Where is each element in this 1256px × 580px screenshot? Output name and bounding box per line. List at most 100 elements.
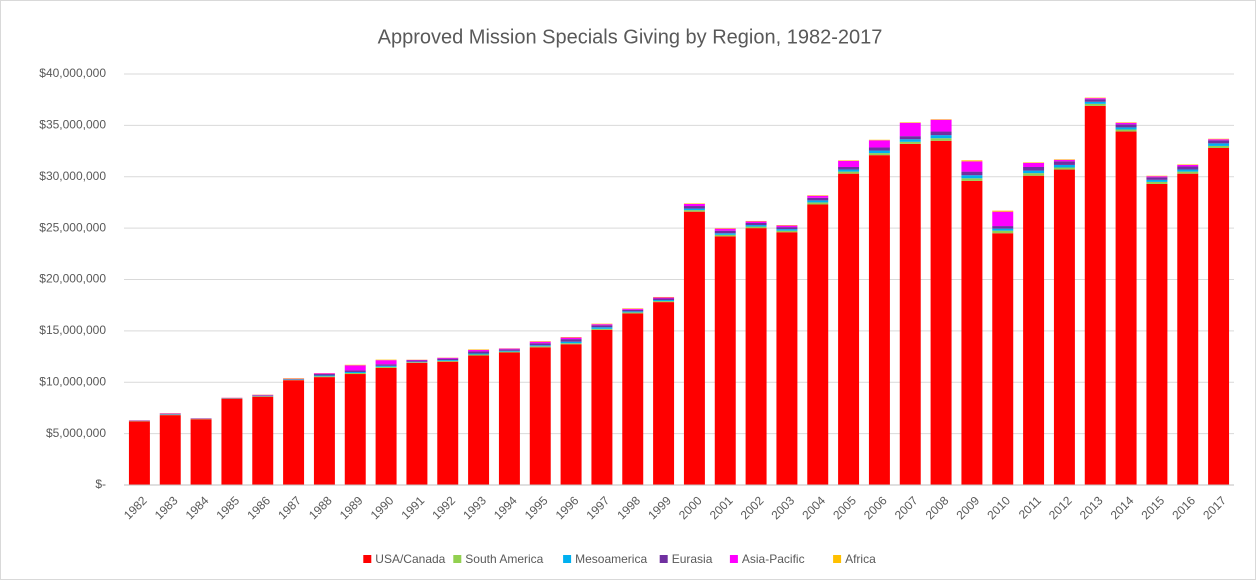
bar-segment — [1177, 173, 1199, 486]
bar-segment — [745, 228, 767, 485]
y-tick-label: $5,000,000 — [46, 426, 106, 440]
bar-segment — [221, 398, 243, 485]
bar-segment — [622, 309, 644, 312]
bar-segment — [313, 377, 335, 485]
bar-segment — [591, 324, 613, 326]
bar-segment — [683, 210, 705, 212]
bar-segment — [868, 140, 890, 148]
bar-segment — [313, 375, 335, 377]
bar-segment — [283, 378, 305, 379]
bar-segment — [375, 367, 397, 485]
bar-segment — [899, 139, 921, 142]
bar-segment — [406, 360, 428, 362]
bar-segment — [1023, 162, 1045, 163]
bar-segment — [1053, 164, 1075, 168]
bar-segment — [344, 374, 366, 485]
bar-segment — [1115, 131, 1137, 486]
bar-segment — [560, 341, 582, 344]
bar-segment — [529, 343, 551, 346]
bar-segment — [1023, 166, 1045, 171]
bar-segment — [868, 153, 890, 156]
bar-segment — [1115, 124, 1137, 128]
bar-segment — [899, 141, 921, 144]
bar-segment — [838, 160, 860, 161]
bar-segment — [714, 228, 736, 231]
bar-segment — [406, 359, 428, 361]
bar-segment — [529, 341, 551, 344]
bar-segment — [529, 346, 551, 348]
chart-title: Approved Mission Specials Giving by Regi… — [378, 26, 883, 48]
bar-segment — [375, 360, 397, 365]
bar-segment — [1053, 159, 1075, 162]
bar-segment — [498, 352, 520, 485]
bar-segment — [375, 365, 397, 367]
bar-segment — [961, 178, 983, 181]
bar-segment — [560, 337, 582, 340]
bar-segment — [375, 366, 397, 368]
bar-segment — [1208, 147, 1230, 486]
bar-segment — [468, 349, 490, 352]
bar-segment — [1084, 101, 1106, 104]
y-tick-label: $15,000,000 — [39, 323, 106, 337]
bar-segment — [190, 419, 212, 485]
bar-segment — [591, 329, 613, 485]
bar-segment — [868, 150, 890, 154]
bar-segment — [899, 143, 921, 485]
bar-segment — [961, 180, 983, 486]
bar-segment — [1115, 122, 1137, 125]
bar-segment — [714, 228, 736, 229]
legend-swatch — [659, 555, 668, 563]
legend-swatch — [563, 555, 572, 563]
bar-segment — [868, 147, 890, 151]
bar-segment — [591, 327, 613, 329]
bar-segment — [807, 202, 829, 205]
bar-segment — [1023, 170, 1045, 174]
bar-segment — [992, 210, 1014, 212]
bar-segment — [622, 308, 644, 310]
bar-segment — [745, 225, 767, 227]
bar-segment — [437, 357, 459, 359]
bar-segment — [807, 195, 829, 198]
bar-segment — [529, 341, 551, 342]
legend-label: Mesoamerica — [575, 552, 647, 566]
bar-segment — [1084, 105, 1106, 485]
bar-segment — [622, 311, 644, 313]
bar-segment — [899, 136, 921, 140]
bar-segment — [313, 374, 335, 376]
bar-segment — [930, 138, 952, 141]
bar-segment — [622, 313, 644, 485]
bar-segment — [375, 359, 397, 361]
bar-segment — [899, 122, 921, 123]
bar-segment — [683, 203, 705, 204]
legend-swatch — [833, 555, 842, 563]
bar-segment — [745, 226, 767, 229]
bar-segment — [283, 380, 305, 485]
bar-segment — [838, 171, 860, 174]
bar-segment — [961, 175, 983, 179]
bar-segment — [344, 373, 366, 375]
bar-segment — [1177, 166, 1199, 170]
bar-segment — [313, 376, 335, 378]
bar-segment — [560, 339, 582, 342]
bar-segment — [529, 347, 551, 485]
bar-segment — [992, 230, 1014, 234]
bar-segment — [406, 361, 428, 363]
bar-segment — [1177, 164, 1199, 165]
bar-segment — [1115, 127, 1137, 130]
bar-segment — [1115, 122, 1137, 123]
bar-segment — [683, 206, 705, 209]
bar-segment — [776, 230, 798, 233]
bar-segment — [930, 131, 952, 136]
bar-segment — [683, 211, 705, 485]
bar-segment — [529, 345, 551, 347]
bar-segment — [714, 230, 736, 234]
bar-segment — [1146, 183, 1168, 485]
bar-segment — [776, 229, 798, 231]
bar-segment — [560, 337, 582, 338]
bar-segment — [807, 197, 829, 201]
bar-segment — [468, 355, 490, 485]
bar-segment — [683, 203, 705, 207]
y-tick-label: $- — [95, 477, 106, 491]
bar-segment — [468, 354, 490, 356]
bar-segment — [1084, 97, 1106, 99]
